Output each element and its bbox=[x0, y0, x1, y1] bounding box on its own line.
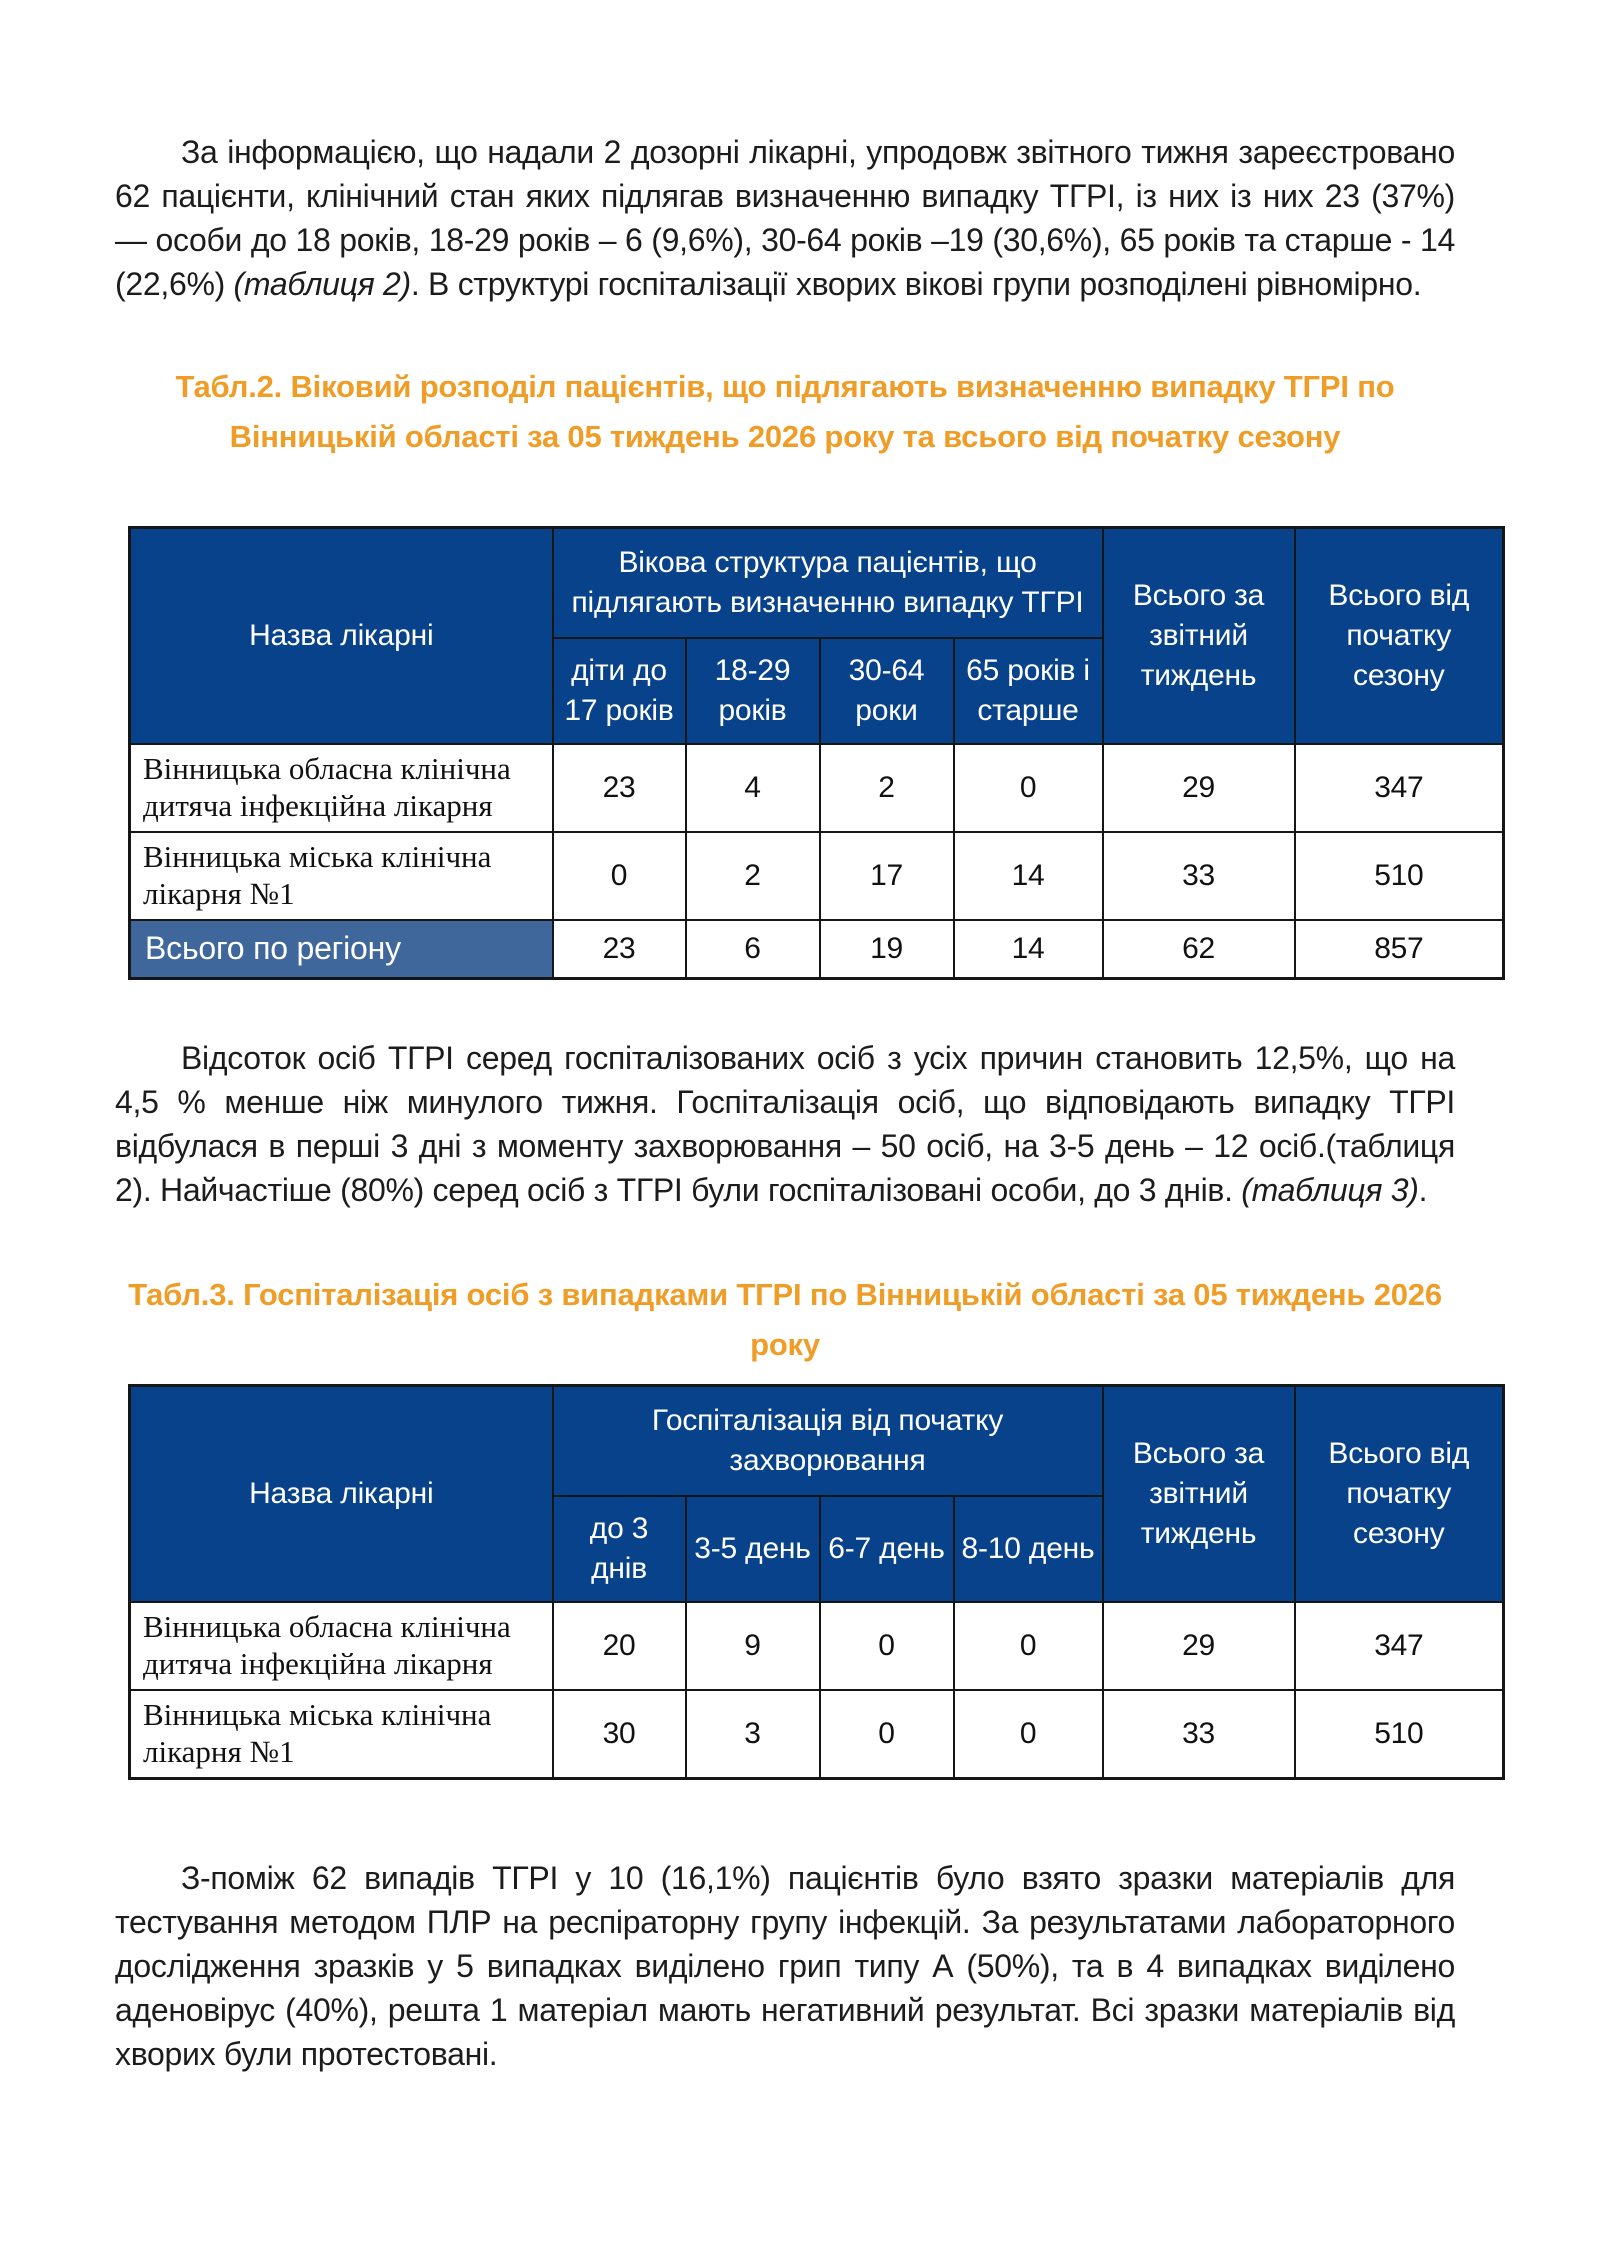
table2-row-region-total: Всього по регіону 23 6 19 14 62 857 bbox=[128, 919, 1505, 980]
paragraph-hospitalization-tail: . bbox=[1418, 1172, 1428, 1208]
value-week-total: 29 bbox=[1101, 1601, 1296, 1691]
table3-row-miska-likarnia: Вінницька міська клінічна лікарня №1 30 … bbox=[128, 1689, 1505, 1780]
table3-header-6-7-days: 6-7 день bbox=[818, 1495, 955, 1603]
table2-title: Табл.2. Віковий розподіл пацієнтів, що п… bbox=[175, 369, 1395, 454]
value-8-10-days: 0 bbox=[952, 1689, 1104, 1780]
table3-header-hospital: Назва лікарні bbox=[128, 1384, 554, 1603]
table2-header-week-total: Всього за звітний тиждень bbox=[1101, 526, 1296, 745]
value-age-0-17: 0 bbox=[551, 831, 687, 921]
table2-header-age-18-29: 18-29 років bbox=[684, 637, 821, 745]
paragraph-lab-results: З-поміж 62 випадів ТГРІ у 10 (16,1%) пац… bbox=[115, 1860, 1455, 2072]
value-3-5-days: 9 bbox=[684, 1601, 821, 1691]
paragraph-weekly-summary-tail: . В структурі госпіталізації хворих віко… bbox=[410, 266, 1422, 302]
table2-header: Назва лікарні Вікова структура пацієнтів… bbox=[128, 526, 1505, 745]
total-age-18-29: 6 bbox=[684, 919, 821, 980]
total-age-65plus: 14 bbox=[952, 919, 1104, 980]
value-age-0-17: 23 bbox=[551, 743, 687, 833]
hospital-name: Вінницька міська клінічна лікарня №1 bbox=[128, 831, 554, 921]
table2-reference: (таблиця 2) bbox=[233, 266, 412, 302]
table3-header-week-total: Всього за звітний тиждень bbox=[1101, 1384, 1296, 1603]
hospital-name: Вінницька міська клінічна лікарня №1 bbox=[128, 1689, 554, 1780]
table2-header-age-0-17: діти до 17 років bbox=[551, 637, 687, 745]
value-under-3-days: 20 bbox=[551, 1601, 687, 1691]
value-age-18-29: 4 bbox=[684, 743, 821, 833]
table3-header: Назва лікарні Госпіталізація від початку… bbox=[128, 1384, 1505, 1603]
total-age-0-17: 23 bbox=[551, 919, 687, 980]
value-age-30-64: 2 bbox=[818, 743, 955, 833]
value-6-7-days: 0 bbox=[818, 1601, 955, 1691]
hospital-name: Вінницька обласна клінічна дитяча інфекц… bbox=[128, 1601, 554, 1691]
total-week: 62 bbox=[1101, 919, 1296, 980]
paragraph-hospitalization: Відсоток осіб ТГРІ серед госпіталізовани… bbox=[115, 1036, 1455, 1212]
table2-header-age-30-64: 30-64 роки bbox=[818, 637, 955, 745]
region-total-label: Всього по регіону bbox=[128, 919, 554, 980]
table3-header-onset-group: Госпіталізація від початку захворювання bbox=[551, 1384, 1104, 1497]
value-age-65plus: 14 bbox=[952, 831, 1104, 921]
value-season-total: 347 bbox=[1293, 743, 1505, 833]
value-week-total: 33 bbox=[1101, 1689, 1296, 1780]
value-season-total: 347 bbox=[1293, 1601, 1505, 1691]
table3-reference: (таблиця 3) bbox=[1241, 1172, 1419, 1208]
table3-title: Табл.3. Госпіталізація осіб з випадками … bbox=[128, 1277, 1442, 1362]
table3-header-3-5-days: 3-5 день bbox=[684, 1495, 821, 1603]
table3-header-season-total: Всього від початку сезону bbox=[1293, 1384, 1505, 1603]
value-under-3-days: 30 bbox=[551, 1689, 687, 1780]
table3-header-8-10-days: 8-10 день bbox=[952, 1495, 1104, 1603]
value-season-total: 510 bbox=[1293, 1689, 1505, 1780]
total-season: 857 bbox=[1293, 919, 1505, 980]
total-age-30-64: 19 bbox=[818, 919, 955, 980]
table2-age-distribution: Назва лікарні Вікова структура пацієнтів… bbox=[128, 526, 1506, 980]
table3-row-oblasna-likarnia: Вінницька обласна клінічна дитяча інфекц… bbox=[128, 1601, 1505, 1691]
table3-header-under-3-days: до 3 днів bbox=[551, 1495, 687, 1603]
paragraph-weekly-summary: За інформацією, що надали 2 дозорні ліка… bbox=[115, 0, 1455, 306]
value-week-total: 29 bbox=[1101, 743, 1296, 833]
value-age-30-64: 17 bbox=[818, 831, 955, 921]
value-age-18-29: 2 bbox=[684, 831, 821, 921]
table2-row-miska-likarnia: Вінницька міська клінічна лікарня №1 0 2… bbox=[128, 831, 1505, 921]
value-8-10-days: 0 bbox=[952, 1601, 1104, 1691]
paragraph-hospitalization-text: Відсоток осіб ТГРІ серед госпіталізовани… bbox=[115, 1040, 1455, 1208]
table2-header-hospital: Назва лікарні bbox=[128, 526, 554, 745]
table2-header-age-group: Вікова структура пацієнтів, що підлягают… bbox=[551, 526, 1104, 639]
table3-hospitalization-timing: Назва лікарні Госпіталізація від початку… bbox=[128, 1384, 1506, 1780]
table2-row-oblasna-likarnia: Вінницька обласна клінічна дитяча інфекц… bbox=[128, 743, 1505, 833]
paragraph-weekly-summary-text: За інформацією, що надали 2 дозорні ліка… bbox=[115, 134, 1455, 302]
table2-header-age-65plus: 65 років і старше bbox=[952, 637, 1104, 745]
value-6-7-days: 0 bbox=[818, 1689, 955, 1780]
value-week-total: 33 bbox=[1101, 831, 1296, 921]
value-season-total: 510 bbox=[1293, 831, 1505, 921]
hospital-name: Вінницька обласна клінічна дитяча інфекц… bbox=[128, 743, 554, 833]
table2-header-season-total: Всього від початку сезону bbox=[1293, 526, 1505, 745]
value-age-65plus: 0 bbox=[952, 743, 1104, 833]
value-3-5-days: 3 bbox=[684, 1689, 821, 1780]
